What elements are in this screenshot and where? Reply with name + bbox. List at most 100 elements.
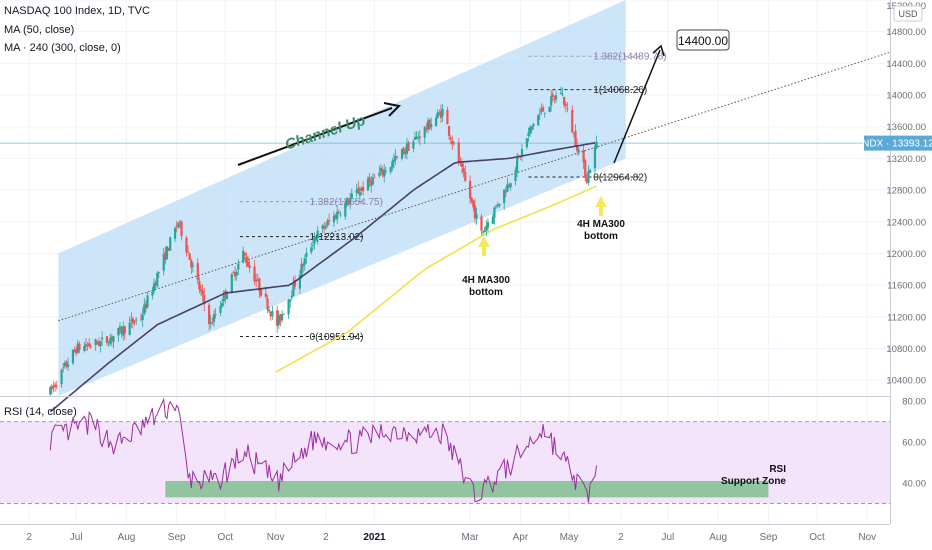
last-price-text: NDX · 13393.12 <box>862 139 932 150</box>
candle-body <box>167 248 170 251</box>
candle-body <box>496 204 499 206</box>
rsi-support-zone <box>165 480 769 498</box>
candle-body <box>324 226 327 229</box>
arrow-up-icon <box>478 236 490 256</box>
candle-body <box>97 341 100 346</box>
candle-body <box>151 291 154 296</box>
candle-body <box>469 180 472 199</box>
target-callout-text: 14400.00 <box>678 34 728 48</box>
price-tick-label: 10800.00 <box>886 344 926 355</box>
candle-body <box>379 168 383 172</box>
candle-body <box>60 369 63 385</box>
candle-body <box>402 148 405 155</box>
candle-body <box>480 216 483 231</box>
candle-body <box>564 104 567 107</box>
candle-body <box>538 112 541 114</box>
ma50-legend[interactable]: MA (50, close) <box>4 24 74 36</box>
target-callout[interactable] <box>676 29 730 51</box>
candle-body <box>413 137 417 140</box>
time-axis[interactable]: 2 Jul Aug Sep Oct Nov 2 2021 Mar Apr May 2 Jul Aug Sep… <box>26 532 876 543</box>
candle-body <box>188 253 191 260</box>
price-tick-label: 12400.00 <box>886 217 926 228</box>
fib-label: 1(14068.26) <box>593 85 647 96</box>
candle-body <box>63 363 66 367</box>
candle-body <box>316 230 319 239</box>
currency-badge[interactable] <box>893 5 923 22</box>
rsi-zone-label-line1: RSI <box>769 464 786 475</box>
candle-body <box>493 207 496 218</box>
candle-body <box>214 314 217 315</box>
candle-body <box>588 170 592 173</box>
candle-body <box>89 345 92 347</box>
candle-body <box>563 96 566 106</box>
candle-body <box>141 314 144 321</box>
candle-body <box>529 127 532 134</box>
candle-body <box>593 146 597 169</box>
candle-body <box>311 245 314 246</box>
time-tick-label: Nov <box>858 532 876 543</box>
time-tick-label: 2 <box>323 532 329 543</box>
candle-body <box>76 343 79 353</box>
ma240-legend[interactable]: MA · 240 (300, close, 0) <box>4 42 121 54</box>
time-tick-label: 2021 <box>363 532 386 543</box>
candle-body <box>426 120 430 130</box>
candle-body <box>537 115 540 126</box>
candle-body <box>415 136 418 139</box>
candle-body <box>66 364 70 368</box>
candle-body <box>543 112 546 114</box>
candle-body <box>133 321 136 323</box>
candle-body <box>293 279 297 287</box>
candle-body <box>224 290 227 297</box>
candle-body <box>587 171 590 183</box>
candles <box>49 86 598 396</box>
time-tick-label: Aug <box>709 532 727 543</box>
candle-body <box>266 298 269 310</box>
arrow-up-icon <box>595 196 607 216</box>
candle-body <box>190 260 193 268</box>
candle-body <box>209 322 212 324</box>
time-tick-label: Mar <box>462 532 480 543</box>
candle-body <box>303 258 306 265</box>
candle-body <box>394 155 397 161</box>
candle-body <box>553 99 556 100</box>
ma300-line <box>275 185 597 373</box>
rsi-tick-label: 40.00 <box>902 479 926 490</box>
candle-body <box>105 336 109 344</box>
candle-body <box>185 237 188 253</box>
candle-body <box>504 191 507 193</box>
candle-body <box>381 169 384 175</box>
candle-body <box>177 222 180 228</box>
candle-body <box>271 311 274 317</box>
candle-body <box>332 215 336 223</box>
candle-body <box>355 190 358 193</box>
candle-body <box>173 228 177 239</box>
time-tick-label: 2 <box>26 532 32 543</box>
rsi-axis[interactable]: 80.00 60.00 40.00 <box>902 397 926 490</box>
target-arrow-head-icon <box>652 44 665 57</box>
candle-body <box>313 237 316 244</box>
bottom-label-left-line1: 4H MA300 <box>462 275 510 286</box>
candle-body <box>219 305 222 313</box>
time-tick-label: Oct <box>809 532 825 543</box>
candle-body <box>120 327 123 334</box>
candle-body <box>310 247 313 253</box>
candle-body <box>462 168 465 173</box>
candle-body <box>157 272 160 273</box>
candle-body <box>475 214 478 219</box>
bottom-label-left-line2: bottom <box>469 287 503 298</box>
candle-body <box>572 132 575 134</box>
candle-body <box>287 299 290 315</box>
candle-body <box>337 212 340 214</box>
candle-body <box>75 349 78 354</box>
candle-body <box>222 292 225 302</box>
candle-body <box>54 384 57 387</box>
rsi-legend[interactable]: RSI (14, close) <box>4 406 77 418</box>
price-axis[interactable]: 14800.00 14400.00 14000.00 13600.00 13200.00… <box>886 1 926 387</box>
candle-body <box>541 107 545 112</box>
candle-body <box>235 271 238 276</box>
candle-body <box>483 229 486 233</box>
candle-body <box>551 94 554 98</box>
candle-body <box>144 303 148 309</box>
candle-body <box>162 254 165 271</box>
